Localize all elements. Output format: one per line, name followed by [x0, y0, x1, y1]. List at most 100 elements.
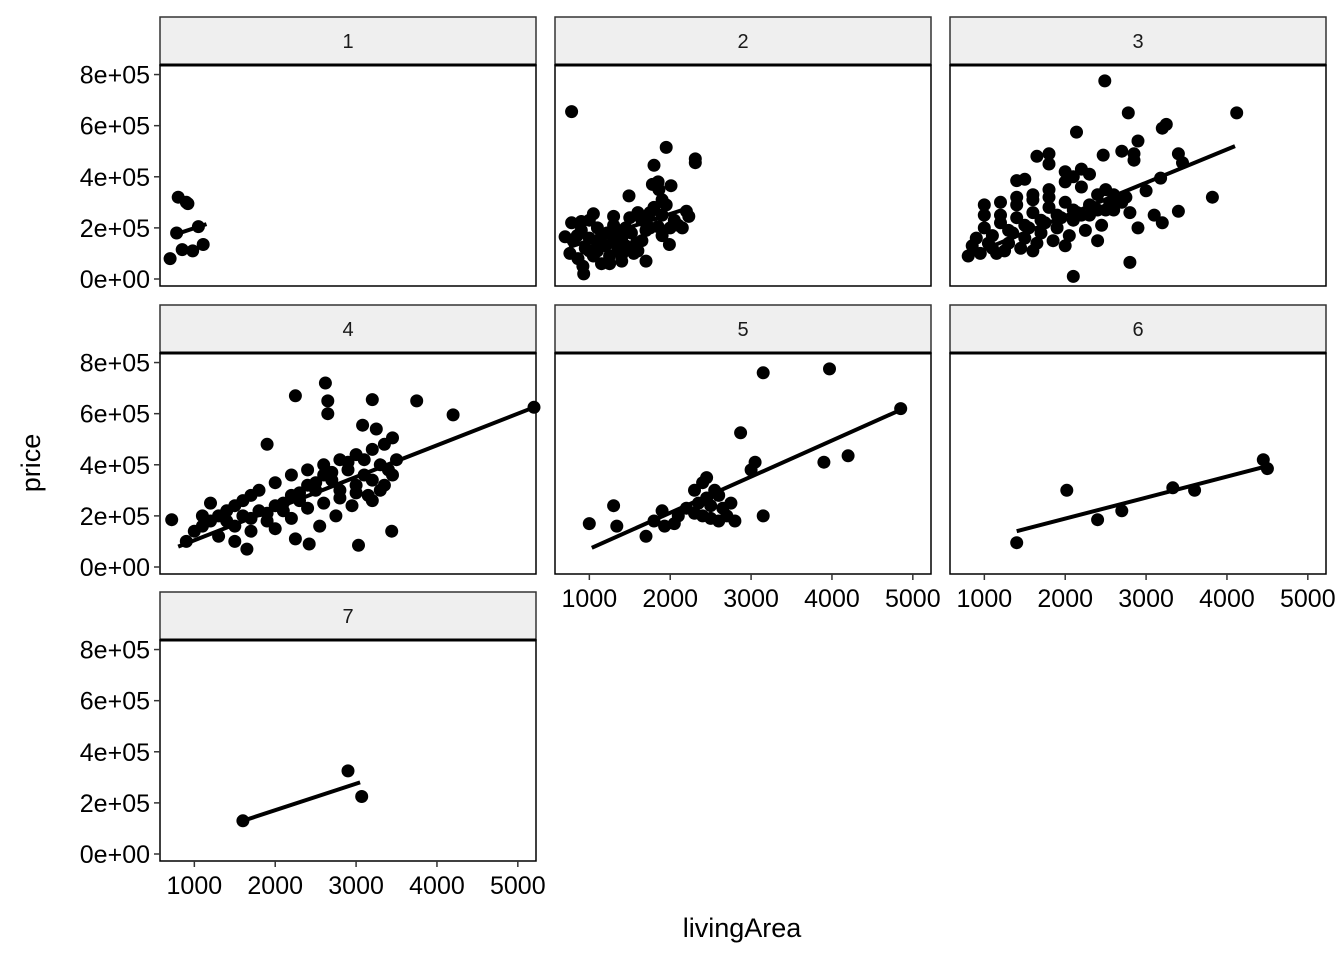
x-tick-label: 4000	[804, 585, 860, 613]
data-point	[1091, 188, 1105, 202]
data-point	[341, 764, 355, 778]
data-point	[615, 254, 629, 268]
data-point	[317, 458, 331, 472]
x-tick-label: 3000	[723, 585, 779, 613]
data-point	[590, 244, 604, 258]
data-point	[607, 499, 621, 513]
regression-line	[967, 144, 1236, 258]
data-point	[1078, 223, 1092, 237]
data-point	[627, 246, 641, 260]
data-point	[204, 496, 217, 510]
facet-strip-label: 5	[737, 319, 748, 341]
data-point	[994, 208, 1007, 222]
data-point	[268, 476, 282, 490]
data-points	[961, 74, 1244, 283]
y-tick-label: 0e+00	[80, 266, 150, 294]
data-point	[356, 418, 370, 432]
data-point	[1030, 149, 1044, 163]
x-axis: 1000 2000 3000 4000 5000	[957, 574, 1336, 613]
data-point	[682, 209, 696, 223]
facet-panel-1: 1 0e+00 2e+05 4e+05 6e+05 8e+05	[80, 16, 537, 294]
x-tick-label: 2000	[247, 872, 303, 900]
data-point	[365, 393, 379, 407]
data-point	[659, 198, 673, 212]
data-point	[977, 198, 991, 212]
data-point	[1139, 184, 1153, 198]
facet-strip-label: 7	[342, 606, 353, 628]
x-axis: 1000 2000 3000 4000 5000	[562, 574, 941, 613]
data-point	[652, 183, 666, 197]
data-point	[965, 239, 979, 253]
data-point	[1058, 165, 1072, 179]
data-point	[662, 238, 676, 251]
data-point	[309, 476, 323, 490]
y-tick-label: 2e+05	[80, 215, 150, 243]
data-point	[622, 189, 636, 203]
data-point	[1155, 216, 1169, 230]
facet-strip-label: 6	[1132, 319, 1143, 341]
y-tick-label: 6e+05	[80, 688, 150, 716]
data-point	[565, 216, 579, 230]
data-point	[643, 206, 657, 220]
data-point	[301, 463, 315, 477]
data-point	[1205, 190, 1219, 204]
data-points	[1010, 453, 1274, 550]
data-point	[1026, 193, 1040, 207]
data-point	[349, 486, 363, 500]
data-point	[268, 522, 282, 536]
regression-line	[242, 780, 361, 823]
y-tick-label: 4e+05	[80, 739, 150, 767]
panel-border	[159, 64, 537, 287]
data-point	[635, 234, 649, 248]
data-point	[1123, 206, 1137, 220]
y-tick-label: 6e+05	[80, 113, 150, 141]
y-axis: 0e+00 2e+05 4e+05 6e+05 8e+05	[80, 637, 160, 869]
data-point	[365, 442, 379, 456]
facet-strip	[159, 304, 537, 354]
data-point	[1066, 269, 1080, 283]
facet-panel-7: 7 0e+00 2e+05 4e+05 6e+05 8e+05 1000 2000 3000 40…	[80, 591, 546, 900]
regression-line	[568, 205, 692, 250]
data-point	[373, 483, 387, 497]
data-point	[582, 213, 596, 227]
data-point	[756, 366, 770, 380]
facet-strip	[554, 304, 932, 354]
facet-panel-5: 5 1000 2000 3000 4000 5000	[554, 304, 941, 613]
data-point	[1042, 157, 1056, 171]
data-point	[240, 542, 254, 556]
data-point	[165, 513, 179, 527]
data-point	[565, 105, 579, 119]
x-axis: 1000 2000 3000 4000 5000	[167, 861, 546, 900]
panel-border	[949, 64, 1327, 287]
data-point	[1171, 204, 1185, 218]
data-point	[318, 376, 332, 390]
data-point	[333, 491, 347, 505]
data-point	[317, 496, 331, 510]
data-point	[977, 208, 991, 222]
data-point	[1062, 229, 1076, 243]
data-point	[1147, 208, 1161, 222]
y-tick-label: 4e+05	[80, 452, 150, 480]
x-tick-label: 3000	[328, 872, 384, 900]
data-point	[1042, 147, 1056, 161]
facet-strip-label: 2	[737, 31, 748, 53]
data-point	[341, 455, 355, 469]
y-tick-label: 8e+05	[80, 637, 150, 665]
data-point	[1115, 504, 1129, 518]
panel-border	[159, 639, 537, 862]
data-point	[369, 422, 383, 436]
data-point	[1042, 200, 1056, 214]
data-point	[664, 179, 678, 193]
data-point	[639, 223, 653, 237]
facet-strip-label: 3	[1132, 31, 1143, 53]
data-point	[410, 394, 424, 408]
facet-strip	[949, 16, 1327, 66]
data-point	[1098, 74, 1112, 88]
facet-panel-4: 4 0e+00 2e+05 4e+05 6e+05 8e+05	[80, 304, 541, 582]
data-point	[639, 254, 653, 268]
facet-panel-6: 6 1000 2000 3000 4000 5000	[949, 304, 1336, 613]
data-point	[365, 494, 379, 508]
data-point	[817, 455, 831, 469]
data-point	[321, 407, 335, 421]
facet-strip-label: 4	[342, 319, 353, 341]
